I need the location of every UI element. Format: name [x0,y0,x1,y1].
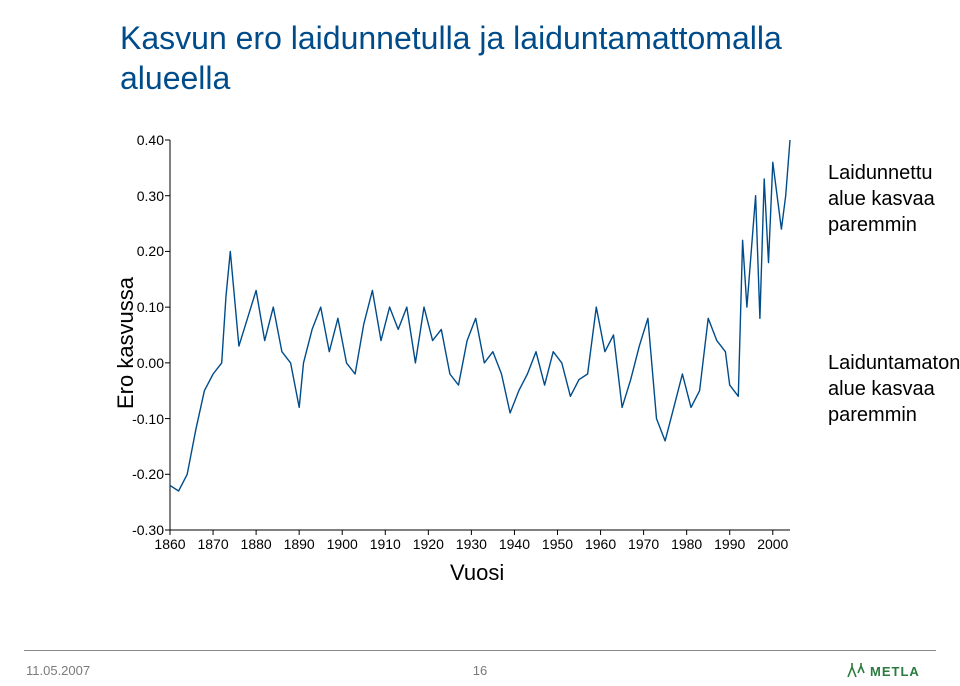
anno-lower-line-3: paremmin [828,404,917,426]
plot-svg [170,140,790,530]
x-tick-label: 1920 [413,536,444,552]
anno-upper-line-1: Laidunnettu [828,162,933,184]
x-tick-label: 1870 [197,536,228,552]
x-axis-title: Vuosi [450,560,504,586]
annotation-lower: Laiduntamaton alue kasvaa paremmin [828,350,960,428]
y-tick-label: -0.20 [132,466,164,482]
anno-upper-line-2: alue kasvaa [828,188,935,210]
x-tick-label: 1950 [542,536,573,552]
y-tick-label: 0.00 [137,355,164,371]
x-tick-label: 1860 [154,536,185,552]
title-line-2: alueella [120,60,230,96]
footer: 11.05.2007 16 METLA [0,650,960,686]
footer-divider [24,650,936,651]
x-tick-label: 1970 [628,536,659,552]
footer-date: 11.05.2007 [26,663,90,678]
plot-area [170,140,790,530]
x-tick-label: 1880 [241,536,272,552]
footer-page-number: 16 [473,663,487,678]
x-tick-label: 1980 [671,536,702,552]
anno-upper-line-3: paremmin [828,214,917,236]
y-tick-label: 0.20 [137,243,164,259]
x-tick-label: 1910 [370,536,401,552]
x-tick-label: 1890 [284,536,315,552]
x-tick-label: 1930 [456,536,487,552]
title-line-1: Kasvun ero laidunnetulla ja laiduntamatt… [120,20,782,56]
x-tick-label: 1940 [499,536,530,552]
y-tick-label: 0.30 [137,188,164,204]
y-tick-label: 0.10 [137,299,164,315]
annotation-upper: Laidunnettu alue kasvaa paremmin [828,160,935,238]
x-tick-label: 2000 [757,536,788,552]
x-tick-label: 1960 [585,536,616,552]
anno-lower-line-2: alue kasvaa [828,378,935,400]
x-tick-label: 1990 [714,536,745,552]
logo-text: METLA [870,664,920,679]
y-tick-label: 0.40 [137,132,164,148]
x-tick-label: 1900 [327,536,358,552]
chart: Ero kasvussa Vuosi -0.30-0.20-0.100.000.… [70,130,810,570]
chart-title: Kasvun ero laidunnetulla ja laiduntamatt… [120,18,782,98]
anno-lower-line-1: Laiduntamaton [828,352,960,374]
y-tick-label: -0.10 [132,411,164,427]
y-axis-title: Ero kasvussa [113,277,139,409]
footer-logo: METLA [844,659,934,681]
metla-logo-icon: METLA [844,659,934,681]
